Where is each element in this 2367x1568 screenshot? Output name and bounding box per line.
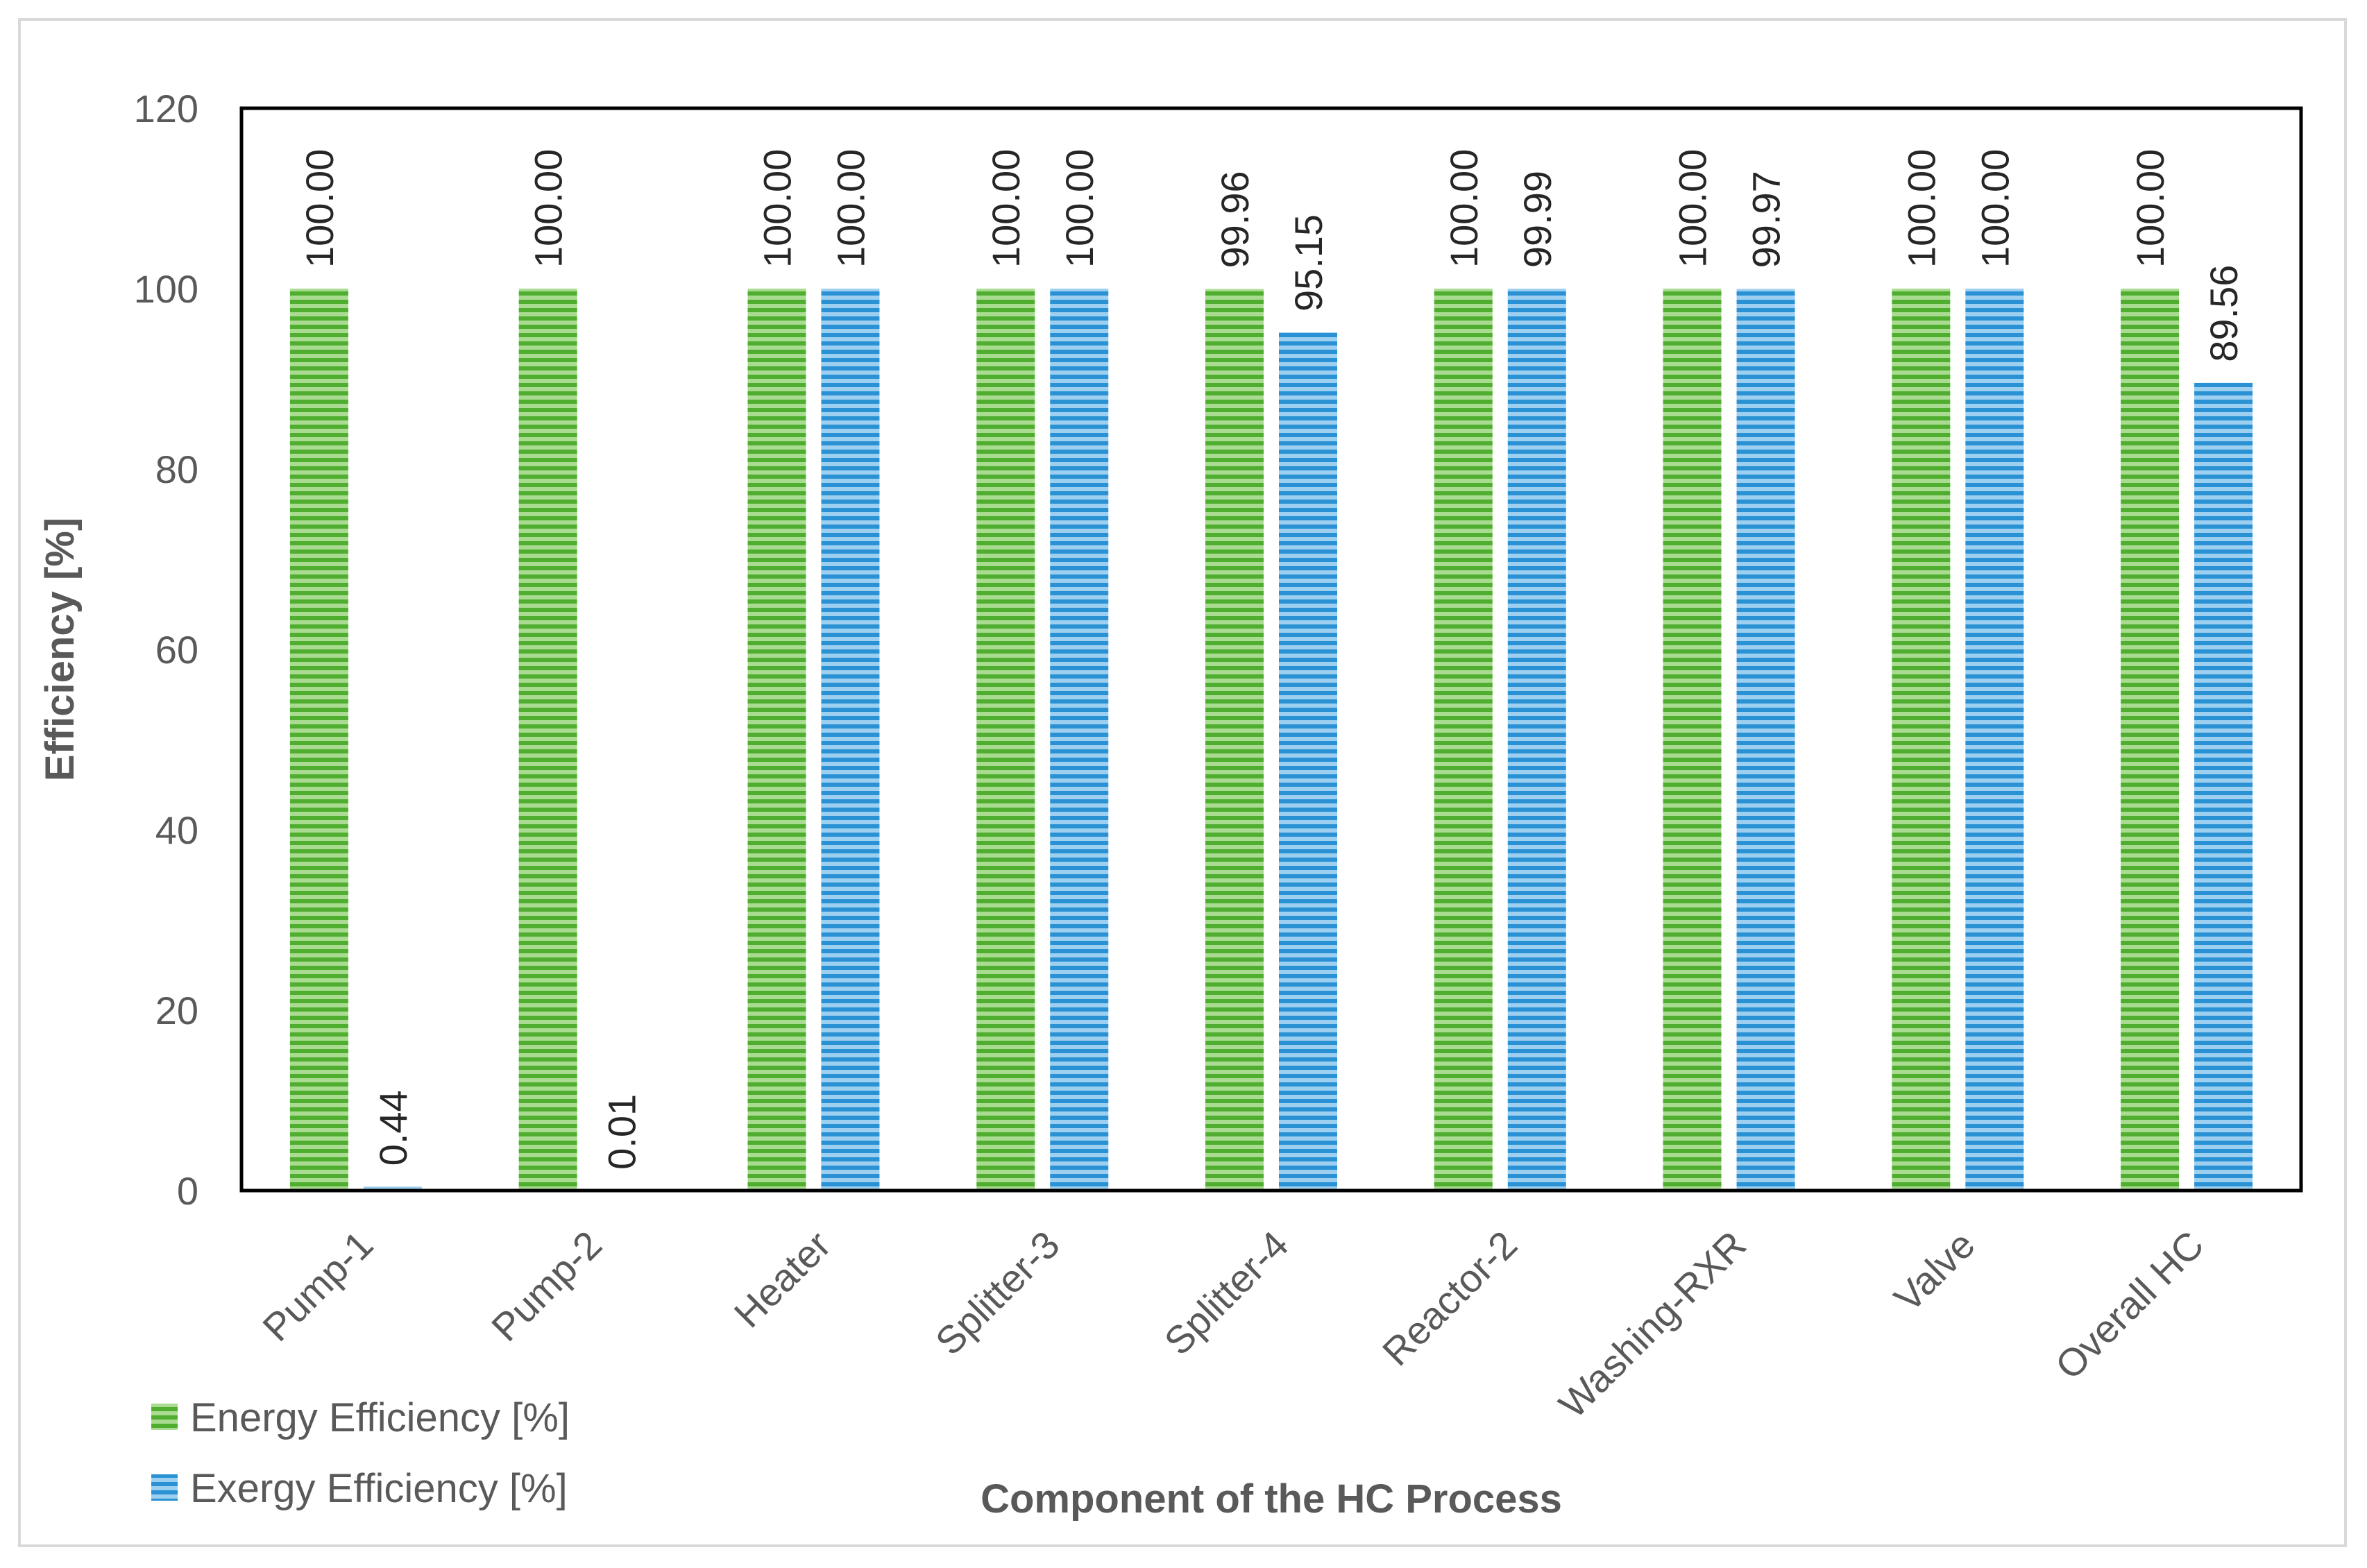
x-tick-label-pump-2: Pump-2 [483, 1222, 610, 1349]
bar-exergy-pump-1 [363, 1186, 422, 1191]
bar-energy-reactor-2 [1434, 289, 1493, 1191]
y-tick-label-60: 60 [155, 628, 198, 672]
legend-swatch-energy [151, 1404, 178, 1430]
y-axis-ticks: 0 20 40 60 80 100 120 [134, 87, 198, 1213]
x-tick-label-reactor-2: Reactor-2 [1374, 1222, 1525, 1374]
x-tick-label-valve: Valve [1885, 1222, 1983, 1320]
x-axis-title: Component of the HC Process [981, 1476, 1562, 1522]
x-tick-label-overall-hc: Overall HC [2046, 1222, 2212, 1388]
bar-energy-splitter-4 [1205, 289, 1264, 1191]
value-label-exergy-splitter-3: 100.00 [1058, 149, 1101, 268]
value-label-exergy-reactor-2: 99.99 [1516, 171, 1559, 268]
legend-swatch-exergy [151, 1474, 178, 1501]
value-label-exergy-valve: 100.00 [1973, 149, 2017, 268]
bar-exergy-washing-rxr [1736, 289, 1795, 1191]
value-label-energy-washing-rxr: 100.00 [1671, 149, 1715, 268]
x-tick-label-washing-rxr: Washing-RXR [1550, 1222, 1754, 1426]
value-label-exergy-splitter-4: 95.15 [1287, 214, 1330, 312]
value-label-energy-heater: 100.00 [755, 149, 799, 268]
bar-exergy-overall-hc [2194, 382, 2253, 1191]
y-tick-label-80: 80 [155, 448, 198, 491]
value-label-energy-reactor-2: 100.00 [1442, 149, 1486, 268]
value-label-energy-overall-hc: 100.00 [2128, 149, 2172, 268]
bar-energy-splitter-3 [976, 289, 1035, 1191]
value-label-energy-pump-2: 100.00 [527, 149, 570, 268]
y-tick-label-20: 20 [155, 989, 198, 1032]
value-labels: 100.00 0.44 100.00 0.01 100.00 100.00 100.00 10… [298, 149, 2246, 1170]
chart-frame [18, 18, 2347, 1547]
legend-label-energy: Energy Efficiency [%] [190, 1395, 570, 1440]
x-tick-label-heater: Heater [726, 1222, 839, 1336]
bar-energy-heater [747, 289, 806, 1191]
x-tick-label-pump-1: Pump-1 [254, 1222, 381, 1349]
bar-exergy-heater [821, 289, 880, 1191]
value-label-exergy-heater: 100.00 [829, 149, 872, 268]
value-label-energy-pump-1: 100.00 [298, 149, 341, 268]
bar-energy-pump-2 [518, 289, 577, 1191]
bar-energy-pump-1 [289, 289, 348, 1191]
legend: Energy Efficiency [%] Exergy Efficiency … [151, 1395, 570, 1511]
plot-area-border [239, 106, 2303, 1193]
y-tick-label-0: 0 [177, 1169, 198, 1213]
bar-exergy-valve [1965, 289, 2024, 1191]
bar-exergy-splitter-3 [1050, 289, 1109, 1191]
y-tick-label-40: 40 [155, 808, 198, 852]
value-label-exergy-pump-2: 0.01 [600, 1094, 644, 1170]
bar-energy-washing-rxr [1663, 289, 1722, 1191]
x-tick-label-splitter-4: Splitter-4 [1155, 1222, 1296, 1363]
value-label-energy-splitter-4: 99.96 [1213, 171, 1257, 268]
bar-exergy-reactor-2 [1507, 289, 1566, 1191]
value-label-energy-splitter-3: 100.00 [984, 149, 1028, 268]
y-axis-title: Efficiency [%] [37, 518, 83, 781]
value-label-exergy-overall-hc: 89.56 [2202, 265, 2246, 362]
x-tick-label-splitter-3: Splitter-3 [927, 1222, 1068, 1363]
bar-exergy-splitter-4 [1279, 332, 1337, 1191]
value-label-energy-valve: 100.00 [1899, 149, 1943, 268]
bar-energy-overall-hc [2121, 289, 2180, 1191]
bars [289, 289, 2253, 1191]
bar-energy-valve [1892, 289, 1951, 1191]
y-tick-label-120: 120 [134, 87, 198, 130]
legend-label-exergy: Exergy Efficiency [%] [190, 1466, 568, 1511]
value-label-exergy-washing-rxr: 99.97 [1745, 171, 1788, 268]
y-tick-label-100: 100 [134, 267, 198, 311]
value-label-exergy-pump-1: 0.44 [371, 1090, 415, 1166]
